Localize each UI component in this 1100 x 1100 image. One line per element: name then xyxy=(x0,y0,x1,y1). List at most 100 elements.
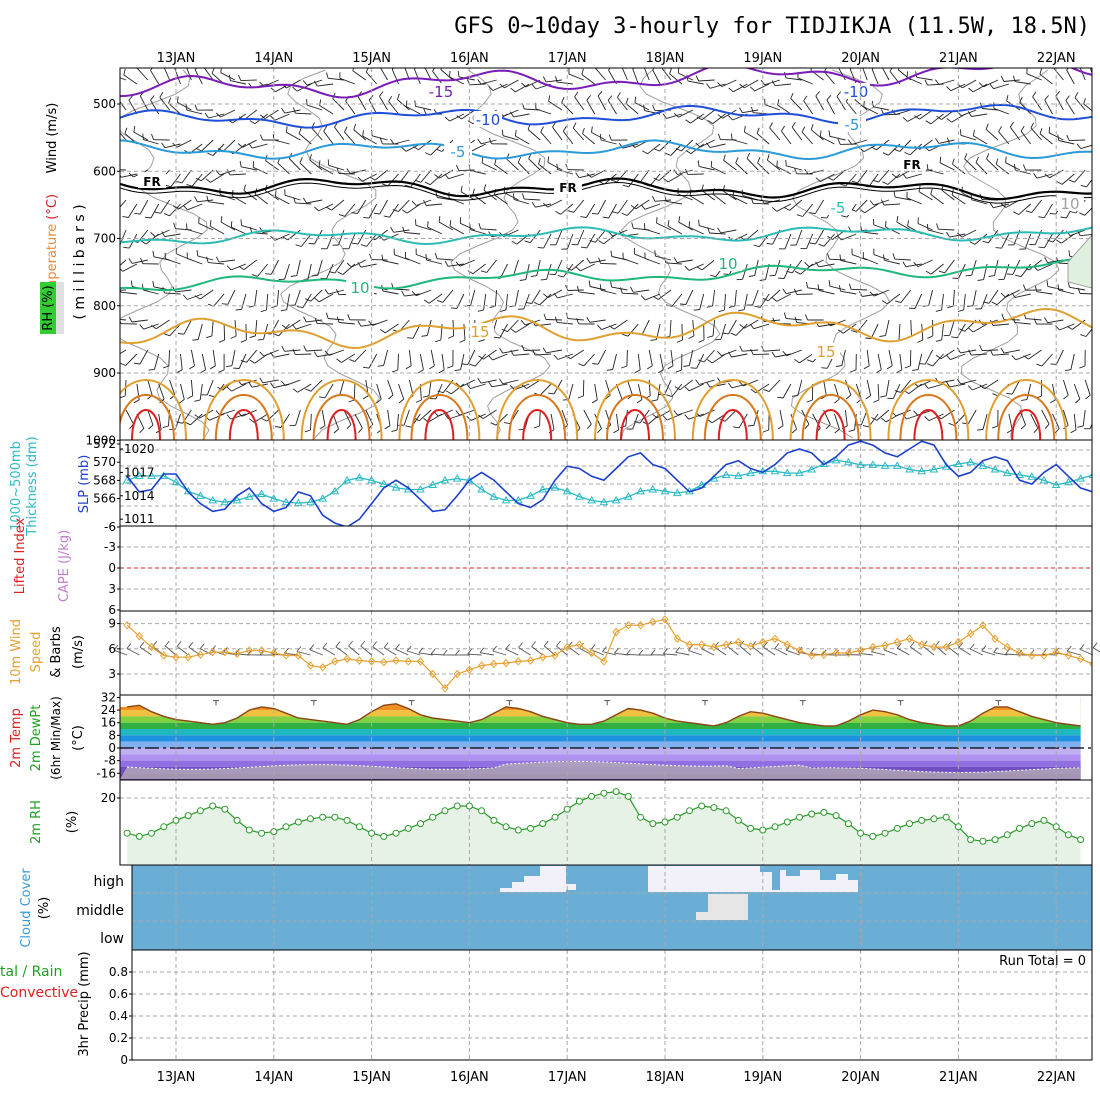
wind-barb-feather xyxy=(1000,75,1005,82)
rh-point xyxy=(319,813,327,821)
wind-barb-feather xyxy=(706,142,711,148)
rh-point xyxy=(686,807,693,815)
wind-barb-feather xyxy=(148,424,154,430)
wind10m-barb xyxy=(981,650,996,656)
wind-barb xyxy=(480,379,497,384)
ylabel-lifted-index: Lifted Index xyxy=(13,517,28,594)
wind-barb-feather xyxy=(1064,369,1071,372)
wind-barb-feather xyxy=(634,421,641,424)
wind-barb-feather xyxy=(684,386,690,392)
contour-label-bg xyxy=(824,199,852,215)
wind-barb xyxy=(733,83,748,93)
thickness-point xyxy=(220,497,230,506)
wind-barb-feather xyxy=(739,324,745,329)
wind-barb xyxy=(784,233,792,250)
wind-barb xyxy=(960,134,977,141)
rh-point xyxy=(380,832,388,840)
wind-barb xyxy=(366,233,378,247)
wind-barb xyxy=(815,95,824,111)
wind-barb-feather xyxy=(976,429,984,431)
wind-barb xyxy=(571,259,585,271)
temp-minmax-marks xyxy=(213,700,1002,706)
surface-contour-15 xyxy=(202,379,285,440)
wind-barb-feather xyxy=(902,261,907,267)
y-tick-label: 6 xyxy=(108,603,116,617)
wind-barb xyxy=(960,379,977,385)
wind10m-barb-feather xyxy=(774,643,780,649)
thickness-point xyxy=(978,461,988,469)
wind-barb-feather xyxy=(924,416,930,421)
wind-barb xyxy=(998,131,1010,145)
wind-barb-feather xyxy=(513,193,515,200)
wind-barb-feather xyxy=(557,274,564,278)
wind-barb-feather xyxy=(912,369,919,371)
wind-barb xyxy=(1004,349,1020,354)
wind-speed-point xyxy=(1064,651,1073,660)
wind-barb-feather xyxy=(771,297,777,302)
wind-speed-point xyxy=(184,652,192,662)
wind-barb-feather xyxy=(576,318,580,325)
wind-barb xyxy=(339,77,356,85)
wind-speed-point xyxy=(429,669,437,679)
wind-barb xyxy=(413,68,421,85)
temperature-contour-freezing-2 xyxy=(120,181,1092,204)
wind-barb xyxy=(122,263,138,272)
wind-barb-feather xyxy=(893,191,896,198)
wind-barb xyxy=(664,379,672,395)
wind-barb xyxy=(1073,413,1077,430)
wind10m-barb xyxy=(958,647,971,656)
wind-barb xyxy=(328,164,345,171)
wind-barb xyxy=(964,158,977,171)
wind-barb-feather xyxy=(631,222,634,229)
cloud-level-high: high xyxy=(93,874,124,890)
wind-barb xyxy=(768,379,781,392)
thickness-point xyxy=(966,457,975,466)
wind-barb-feather xyxy=(707,335,714,338)
temperature-contour xyxy=(120,103,1092,129)
surface-contour-15 xyxy=(300,379,383,440)
wind-barb-feather xyxy=(1063,394,1069,400)
wind-barb-feather xyxy=(1093,370,1098,373)
wind-barb-feather xyxy=(586,173,592,178)
wind-barb-feather xyxy=(666,394,673,398)
wind-barb-feather xyxy=(907,220,909,227)
rh-contour xyxy=(280,69,381,439)
wind-barb-feather xyxy=(1020,424,1026,430)
wind10m-barb-feather xyxy=(935,640,940,647)
wind-barb xyxy=(123,74,138,85)
y-tick-label: 3 xyxy=(108,582,116,596)
wind-barb-feather xyxy=(402,226,405,233)
wind-barb-feather xyxy=(654,250,656,257)
wind-barb-feather xyxy=(595,68,596,69)
rh-point xyxy=(307,815,314,823)
thickness-point xyxy=(452,474,462,482)
wind-barb xyxy=(121,173,137,178)
wind-barb xyxy=(220,221,236,231)
rh-point xyxy=(991,836,999,844)
wind-barb xyxy=(779,409,784,426)
wind-barb xyxy=(709,83,726,89)
rh-point xyxy=(710,804,718,812)
wind-barb-feather xyxy=(935,354,942,360)
wind-barb xyxy=(503,192,519,201)
wind-barb-feather xyxy=(510,349,514,356)
wind-barb xyxy=(374,169,388,181)
rh-point xyxy=(429,813,437,821)
wind-barb-feather xyxy=(1025,210,1032,214)
wind10m-barb xyxy=(418,652,433,656)
wind-barb-feather xyxy=(805,281,809,288)
wind-barb xyxy=(720,229,737,234)
thickness-point xyxy=(550,483,560,491)
wind-barb-feather xyxy=(707,227,710,234)
wind-barb xyxy=(1080,144,1092,150)
wind-barb xyxy=(938,79,955,85)
ylabel-rh: RH (%) xyxy=(41,285,56,330)
surface-contour-15 xyxy=(789,379,872,440)
wind-barb-feather xyxy=(1006,393,1013,395)
wind-barb-feather xyxy=(815,261,820,268)
wind-barb xyxy=(786,349,802,357)
wind-barb xyxy=(345,100,356,115)
precip-panel: 0.80.60.40.20 Run Total = 0 tal / Rain C… xyxy=(0,949,1093,1067)
wind-barb-feather xyxy=(1033,173,1038,179)
wind10m-barb-feather xyxy=(335,641,341,648)
